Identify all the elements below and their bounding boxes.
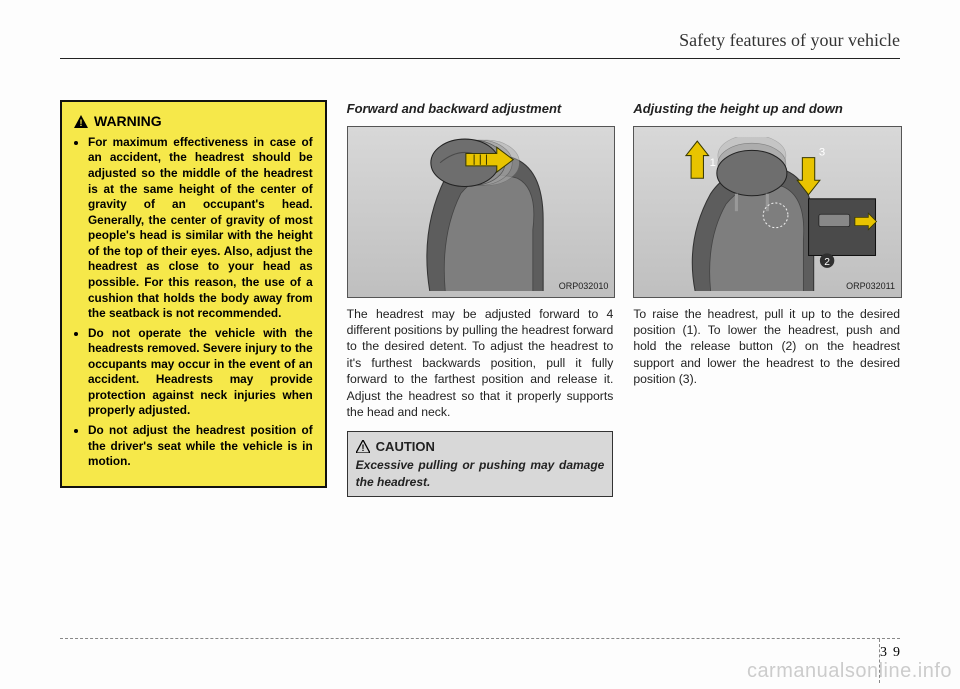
- figure-code: ORP032010: [559, 280, 609, 292]
- warning-item: Do not operate the vehicle with the head…: [88, 326, 313, 419]
- caution-title-text: CAUTION: [376, 438, 435, 456]
- body-text: To raise the headrest, pull it up to the…: [633, 306, 900, 388]
- figure-code: ORP032011: [846, 280, 895, 292]
- headrest-forward-illustration: [368, 137, 595, 292]
- watermark: carmanualsonline.info: [747, 660, 952, 683]
- figure-forward-backward: ORP032010: [347, 126, 616, 298]
- caution-text: Excessive pulling or pushing may damage …: [356, 457, 605, 489]
- warning-title-text: WARNING: [94, 112, 162, 131]
- figure-height-adjust: 1 3 2 ORP032011: [633, 126, 902, 298]
- body-text: The headrest may be adjusted forward to …: [347, 306, 614, 421]
- warning-item: Do not adjust the headrest position of t…: [88, 423, 313, 470]
- svg-text:!: !: [80, 118, 83, 128]
- caution-box: ! CAUTION Excessive pulling or pushing m…: [347, 431, 614, 497]
- warning-item: For maximum effectiveness in case of an …: [88, 135, 313, 322]
- horizontal-rule: [60, 58, 900, 59]
- warning-title: ! WARNING: [74, 112, 313, 131]
- label-1: 1: [710, 156, 716, 168]
- section-heading: Adjusting the height up and down: [633, 100, 900, 118]
- caution-title: ! CAUTION: [356, 438, 605, 456]
- column-2: Forward and backward adjustment: [347, 100, 614, 497]
- label-3: 3: [819, 146, 825, 158]
- svg-text:!: !: [361, 443, 364, 453]
- label-2: 2: [825, 256, 831, 267]
- section-number: 3: [880, 645, 887, 661]
- column-1: ! WARNING For maximum effectiveness in c…: [60, 100, 327, 497]
- chapter-title: Safety features of your vehicle: [679, 30, 900, 51]
- warning-box: ! WARNING For maximum effectiveness in c…: [60, 100, 327, 488]
- page-number-value: 9: [893, 645, 900, 661]
- column-3: Adjusting the height up and down: [633, 100, 900, 497]
- headrest-height-illustration: 1 3 2: [654, 137, 881, 292]
- page-number: 3 9: [880, 645, 900, 661]
- dotted-rule: [60, 638, 900, 639]
- section-heading: Forward and backward adjustment: [347, 100, 614, 118]
- manual-page: Safety features of your vehicle ! WARNIN…: [0, 0, 960, 689]
- caution-icon: !: [356, 440, 370, 453]
- content-columns: ! WARNING For maximum effectiveness in c…: [60, 100, 900, 497]
- warning-icon: !: [74, 115, 88, 128]
- warning-list: For maximum effectiveness in case of an …: [74, 135, 313, 470]
